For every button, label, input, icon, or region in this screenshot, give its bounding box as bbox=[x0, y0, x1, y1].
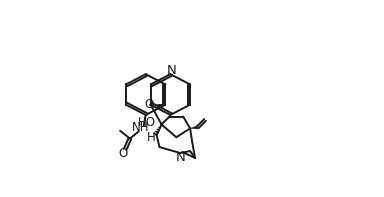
Text: H: H bbox=[147, 131, 156, 144]
Text: O: O bbox=[118, 147, 127, 160]
Text: N: N bbox=[176, 151, 186, 164]
Text: N: N bbox=[166, 64, 176, 77]
Text: HO: HO bbox=[138, 116, 156, 129]
Text: O: O bbox=[145, 98, 154, 111]
Polygon shape bbox=[190, 126, 198, 129]
Text: NH: NH bbox=[132, 121, 149, 134]
